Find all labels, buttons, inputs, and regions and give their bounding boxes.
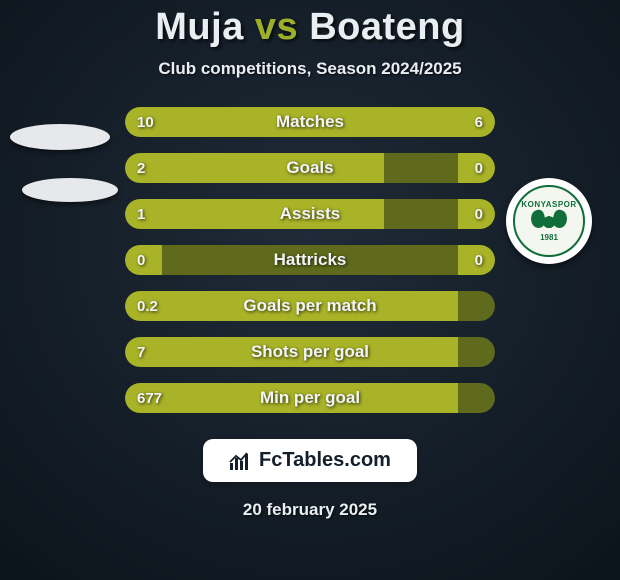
bars-icon (229, 451, 251, 471)
stat-row: Goals2 0 (125, 153, 495, 183)
stat-row: Hattricks0 0 (125, 245, 495, 275)
content-root: Muja vs Boateng Club competitions, Seaso… (0, 0, 620, 580)
stat-value-left: 0.2 (137, 291, 158, 321)
stat-label: Min per goal (125, 383, 495, 413)
stat-value-right: 0 (475, 153, 483, 183)
stat-label: Shots per goal (125, 337, 495, 367)
stat-value-right: 0 (475, 245, 483, 275)
crest-inner: KONYASPOR 1981 (513, 185, 585, 257)
crest-name: KONYASPOR (521, 200, 576, 209)
crest-year: 1981 (540, 233, 558, 242)
stat-label: Matches (125, 107, 495, 137)
stat-value-left: 2 (137, 153, 145, 183)
stat-label: Assists (125, 199, 495, 229)
stat-label: Hattricks (125, 245, 495, 275)
player-right-name: Boateng (309, 6, 465, 48)
stat-value-right: 0 (475, 199, 483, 229)
club-crest: KONYASPOR 1981 (506, 178, 592, 264)
page-title: Muja vs Boateng (155, 6, 464, 49)
left-ellipse-1 (10, 124, 110, 150)
stat-row: Min per goal677 (125, 383, 495, 413)
stats-container: Matches106Goals20Assists10Hattricks00Goa… (0, 107, 620, 413)
stat-row: Goals per match0.2 (125, 291, 495, 321)
source-text: FcTables.com (259, 449, 391, 472)
stat-row: Matches10 6 (125, 107, 495, 137)
stat-value-left: 677 (137, 383, 162, 413)
eagle-icon (527, 209, 571, 231)
stat-row: Assists1 0 (125, 199, 495, 229)
date-line: 20 february 2025 (243, 500, 377, 520)
stat-value-right: 6 (475, 107, 483, 137)
source-badge: FcTables.com (203, 439, 417, 482)
stat-value-left: 0 (137, 245, 145, 275)
stat-row: Shots per goal7 (125, 337, 495, 367)
stat-value-left: 7 (137, 337, 145, 367)
stat-label: Goals (125, 153, 495, 183)
stat-label: Goals per match (125, 291, 495, 321)
vs-word: vs (255, 6, 298, 48)
left-ellipse-2 (22, 178, 118, 202)
stat-value-left: 10 (137, 107, 154, 137)
subtitle: Club competitions, Season 2024/2025 (158, 59, 461, 79)
stat-value-left: 1 (137, 199, 145, 229)
player-left-name: Muja (155, 6, 244, 48)
